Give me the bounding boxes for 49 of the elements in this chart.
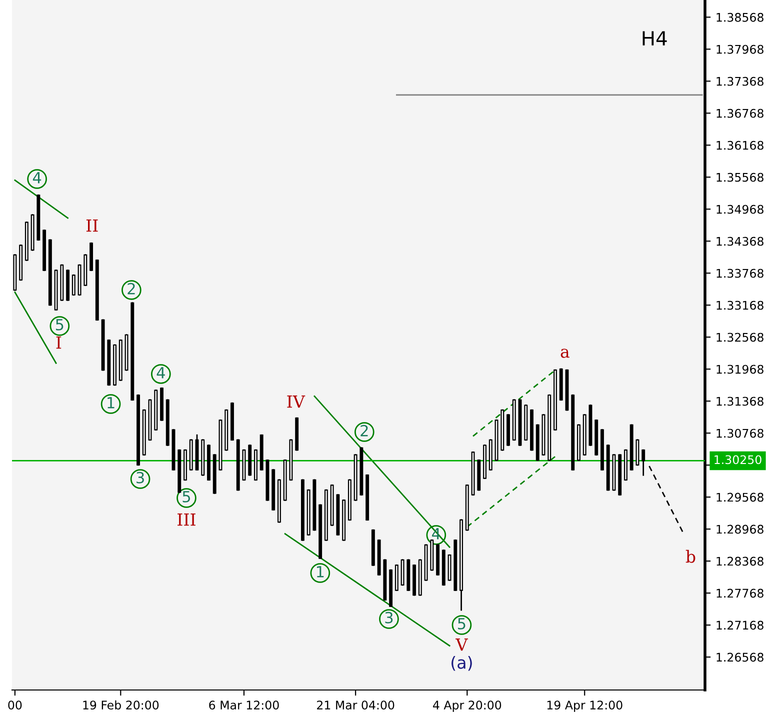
candlestick (642, 449, 646, 476)
annotation: V (456, 638, 468, 651)
annotation: IV (287, 395, 306, 408)
y-tick-label: 1.34368 (716, 236, 764, 246)
y-tick-label: 1.36768 (716, 108, 764, 118)
y-tick-label: 1.26568 (716, 652, 764, 662)
y-tick-label: 1.37368 (716, 76, 764, 86)
y-tick-label: 1.32568 (716, 332, 764, 342)
x-tick-label: 19 Feb 20:00 (83, 700, 159, 710)
y-tick-label: 1.31968 (716, 364, 764, 374)
annotation: 5 (182, 491, 190, 502)
annotation: II (86, 219, 98, 232)
y-tick-label: 1.28968 (716, 524, 764, 534)
y-tick-label: 1.27168 (716, 620, 764, 630)
x-tick-label: 4 Apr 20:00 (432, 700, 502, 712)
y-tick-label: 1.36168 (716, 140, 764, 150)
annotation: 2 (128, 282, 135, 294)
y-tick-label: 1.29568 (716, 492, 764, 502)
y-tick-label: 1.27768 (716, 588, 764, 598)
annotation: a (560, 348, 570, 358)
x-tick-label: 19 Apr 12:00 (547, 700, 622, 712)
candlestick (72, 274, 76, 296)
y-tick-label: 1.34968 (716, 204, 764, 214)
annotation: b (686, 550, 696, 563)
annotation: 2 (360, 424, 368, 436)
y-tick-label: 1.33168 (716, 300, 764, 310)
ref-line-label: 1.30250 (714, 455, 762, 464)
annotation: 4 (156, 367, 165, 378)
x-tick-label: 00 (8, 700, 22, 710)
y-tick-label: 1.35568 (716, 172, 764, 182)
annotation: 3 (385, 612, 393, 624)
annotation: 1 (316, 566, 324, 578)
x-tick-label: 6 Mar 12:00 (209, 700, 279, 710)
x-tick-label: 21 Mar 04:00 (317, 700, 394, 710)
y-tick-label: 1.38568 (716, 12, 764, 22)
y-tick-label: 1.33768 (716, 268, 764, 278)
annotation: (a) (452, 656, 472, 671)
annotation: 5 (458, 618, 466, 630)
annotation: 3 (136, 472, 144, 484)
annotation: 5 (56, 319, 64, 330)
y-tick-label: 1.31368 (716, 396, 764, 406)
y-tick-label: 1.28368 (716, 556, 764, 566)
annotation: I (56, 336, 62, 349)
annotation: III (178, 513, 196, 526)
y-tick-label: 1.30768 (716, 428, 764, 438)
y-tick-label: 1.37968 (716, 44, 764, 54)
annotation: H4 (642, 31, 667, 46)
annotation: 1 (108, 397, 114, 408)
annotation: 4 (32, 172, 42, 184)
